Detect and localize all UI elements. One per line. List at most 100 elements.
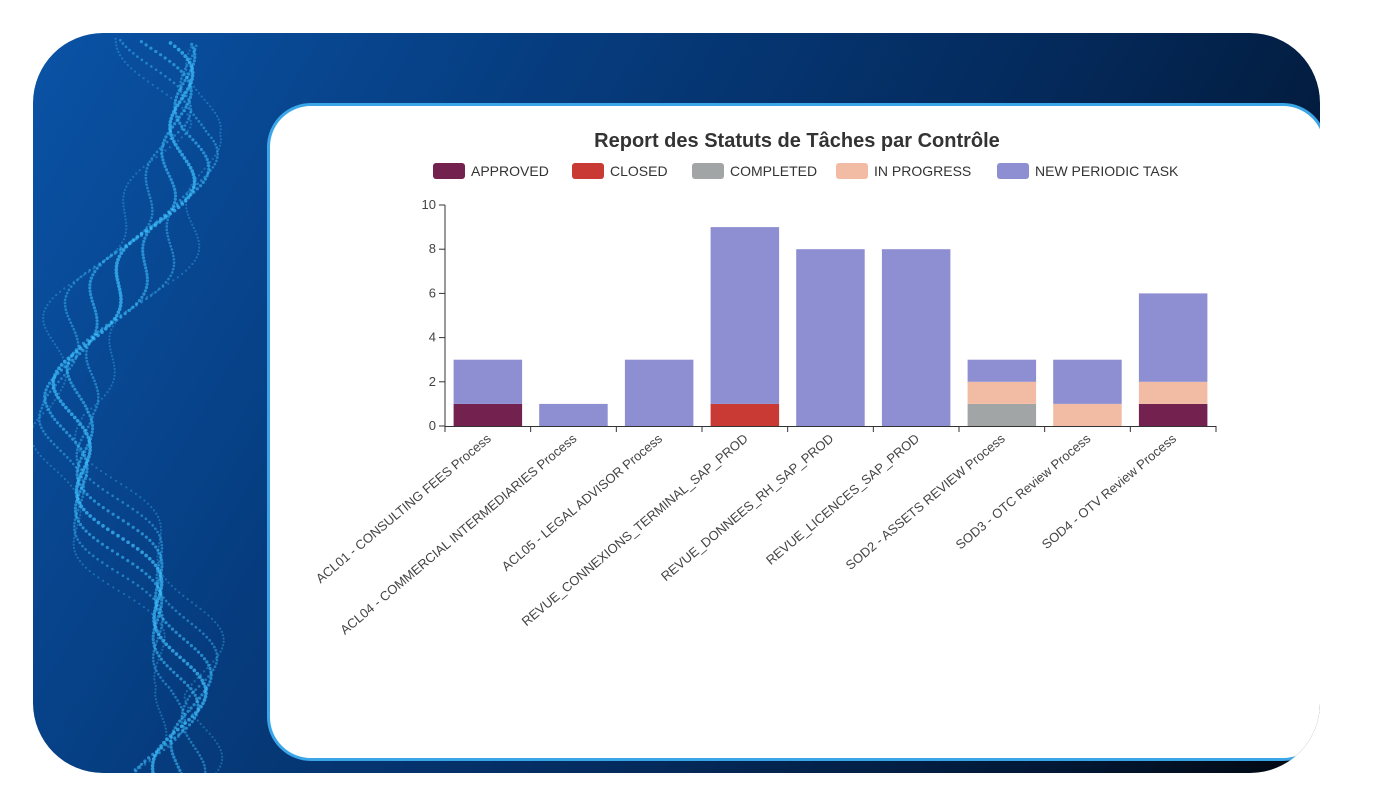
decoration-dot xyxy=(178,768,182,773)
decoration-dot xyxy=(140,300,143,304)
decoration-dot xyxy=(194,141,198,145)
decoration-dot xyxy=(75,427,79,430)
decoration-dot xyxy=(159,532,162,535)
bar-segment-in-progress[interactable] xyxy=(967,381,1037,404)
decoration-dot xyxy=(189,107,193,111)
legend-item-in-progress[interactable]: IN PROGRESS xyxy=(836,163,971,179)
decoration-dot xyxy=(189,119,192,122)
decoration-dot xyxy=(148,160,152,164)
decoration-dot xyxy=(93,332,97,336)
decoration-dot xyxy=(76,448,79,452)
decoration-dot xyxy=(163,164,167,168)
decoration-dot xyxy=(126,64,129,67)
decoration-dot xyxy=(79,456,83,460)
decoration-dot xyxy=(110,354,114,358)
decoration-dot xyxy=(118,54,122,57)
decoration-dot xyxy=(115,261,119,265)
decoration-dot xyxy=(164,74,167,78)
bar-segment-new-periodic-task[interactable] xyxy=(453,359,523,404)
decoration-dot xyxy=(184,269,188,272)
decoration-dot xyxy=(120,483,123,486)
bar-segment-in-progress[interactable] xyxy=(1138,381,1208,404)
decoration-dot xyxy=(115,479,118,482)
decoration-dot xyxy=(78,474,83,479)
legend-item-closed[interactable]: CLOSED xyxy=(572,163,668,179)
decoration-dot xyxy=(156,555,159,558)
decoration-dot xyxy=(180,721,184,724)
decoration-dot xyxy=(74,513,78,517)
y-tick-label: 8 xyxy=(429,241,436,256)
decoration-dot xyxy=(70,324,74,328)
chart-card: Report des Statuts de Tâches par Contrôl… xyxy=(267,103,1320,761)
decoration-dot xyxy=(72,487,75,490)
decoration-dot xyxy=(182,616,186,619)
decoration-dot xyxy=(131,543,135,548)
decoration-dot xyxy=(140,568,144,573)
bar-segment-new-periodic-task[interactable] xyxy=(967,359,1037,382)
bar-segment-new-periodic-task[interactable] xyxy=(796,249,865,426)
bar-segment-completed[interactable] xyxy=(967,403,1037,426)
bar-segment-closed[interactable] xyxy=(710,403,780,426)
decoration-dot xyxy=(39,410,42,413)
bar-segment-approved[interactable] xyxy=(1138,403,1208,426)
decoration-dot xyxy=(175,115,179,119)
decoration-dot xyxy=(184,159,189,164)
decoration-dot xyxy=(68,434,72,438)
decoration-dot xyxy=(181,708,185,711)
decoration-dot xyxy=(75,278,79,282)
legend-item-completed[interactable]: COMPLETED xyxy=(692,163,817,179)
decoration-dot xyxy=(182,680,186,684)
decoration-dot xyxy=(79,514,82,517)
decoration-dot xyxy=(173,726,177,730)
bar-segment-new-periodic-task[interactable] xyxy=(881,249,951,426)
bar-segment-new-periodic-task[interactable] xyxy=(624,359,694,426)
decoration-dot xyxy=(63,382,66,385)
decoration-dot xyxy=(62,359,67,364)
decoration-dot xyxy=(75,516,79,520)
decoration-dot xyxy=(133,70,137,73)
decoration-dot xyxy=(51,402,54,405)
decoration-dot xyxy=(188,134,192,138)
decoration-dot xyxy=(192,85,195,88)
bar-segment-in-progress[interactable] xyxy=(1053,403,1122,426)
bar-segment-new-periodic-task[interactable] xyxy=(710,227,780,404)
decoration-dot xyxy=(72,360,76,364)
decoration-dot xyxy=(72,546,76,550)
decoration-dot xyxy=(157,633,161,637)
decoration-dot xyxy=(95,325,99,329)
decoration-dot xyxy=(221,758,224,762)
decoration-dot xyxy=(167,277,170,281)
decoration-dot xyxy=(49,464,52,467)
legend-item-new-periodic-task[interactable]: NEW PERIODIC TASK xyxy=(997,163,1179,179)
decoration-dot xyxy=(84,446,88,451)
decoration-dot xyxy=(161,141,165,145)
bar-segment-approved[interactable] xyxy=(453,403,523,426)
decoration-dot xyxy=(200,757,203,760)
legend-item-approved[interactable]: APPROVED xyxy=(433,163,549,179)
decoration-dot xyxy=(121,241,124,244)
decoration-dot xyxy=(82,274,85,277)
decoration-dot xyxy=(86,443,90,447)
decoration-dot xyxy=(142,77,145,80)
decoration-dot xyxy=(177,103,181,106)
bar-segment-new-periodic-task[interactable] xyxy=(1138,293,1208,382)
decoration-dot xyxy=(85,492,89,496)
decoration-dot xyxy=(195,671,200,676)
bar-segment-new-periodic-task[interactable] xyxy=(1053,359,1122,404)
decoration-dot xyxy=(111,358,114,361)
decoration-dot xyxy=(76,523,79,527)
bar-segment-new-periodic-task[interactable] xyxy=(539,403,608,426)
decoration-dot xyxy=(182,109,186,113)
decoration-dot xyxy=(116,280,121,285)
decoration-dot xyxy=(151,83,154,86)
decoration-dot xyxy=(122,238,125,241)
decoration-dot xyxy=(75,484,79,489)
decoration-dot xyxy=(131,238,136,242)
decoration-dot xyxy=(97,576,100,579)
decoration-dot xyxy=(188,49,191,52)
decoration-dot xyxy=(173,142,178,147)
decoration-dot xyxy=(92,481,96,485)
decoration-dot xyxy=(74,357,77,361)
decoration-dot xyxy=(109,331,112,335)
decoration-dot xyxy=(189,57,192,61)
